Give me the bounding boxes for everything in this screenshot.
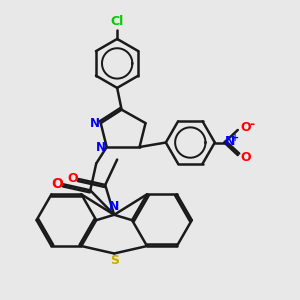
Text: -: - bbox=[250, 118, 255, 131]
Text: N: N bbox=[225, 135, 235, 148]
Text: N: N bbox=[90, 117, 100, 130]
Text: +: + bbox=[231, 133, 239, 143]
Text: N: N bbox=[96, 140, 106, 154]
Text: O: O bbox=[241, 121, 251, 134]
Text: O: O bbox=[51, 177, 63, 191]
Text: N: N bbox=[109, 200, 119, 213]
Text: S: S bbox=[110, 254, 119, 268]
Text: O: O bbox=[68, 172, 78, 185]
Text: Cl: Cl bbox=[110, 16, 124, 28]
Text: O: O bbox=[241, 151, 251, 164]
